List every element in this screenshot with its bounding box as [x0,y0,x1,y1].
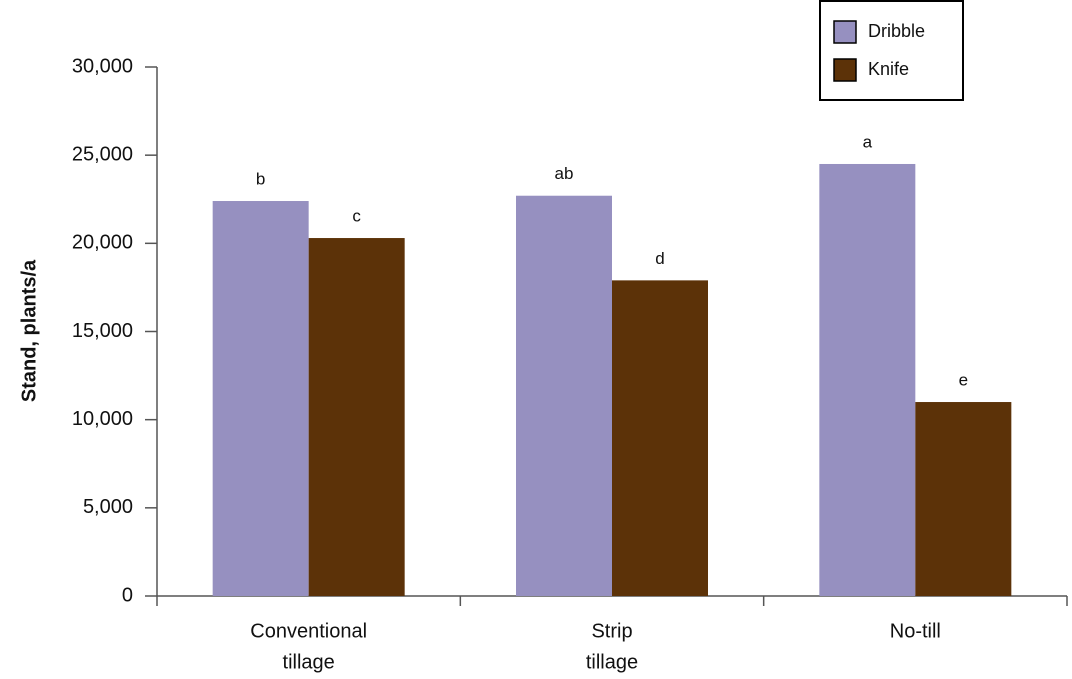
significance-label: b [256,169,265,188]
x-tick-label: No-till [890,620,941,642]
bar [212,201,309,596]
bar [915,402,1012,596]
legend-label: Knife [868,59,909,79]
legend-box [819,0,964,101]
legend-swatch [833,20,857,44]
y-tick-label: 0 [122,584,133,606]
x-tick-label: Strip [591,620,632,642]
significance-label: a [863,132,873,151]
bar [819,163,916,596]
y-tick-label: 15,000 [72,320,133,342]
significance-label: ab [555,164,574,183]
legend-label: Dribble [868,21,925,41]
y-tick-label: 20,000 [72,232,133,254]
x-tick-label: Conventional [250,620,367,642]
significance-label: d [655,249,664,268]
bar [308,238,405,596]
x-tick-label: tillage [586,651,638,673]
y-tick-label: 25,000 [72,143,133,165]
y-tick-label: 5,000 [83,496,133,518]
x-tick-label: tillage [283,651,335,673]
y-tick-label: 30,000 [72,55,133,77]
significance-label: c [352,207,361,226]
y-tick-label: 10,000 [72,408,133,430]
y-axis-label: Stand, plants/a [18,259,40,402]
legend-swatch [833,58,857,82]
bar [612,280,708,596]
bar [516,195,612,596]
significance-label: e [959,371,968,390]
